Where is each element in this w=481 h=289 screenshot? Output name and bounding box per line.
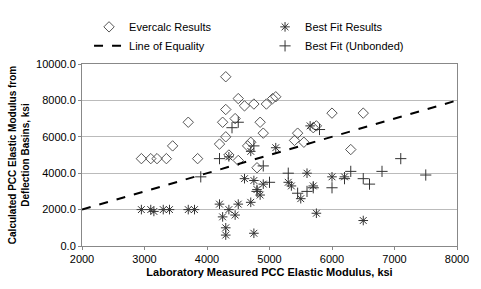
svg-text:Best Fit (Unbonded): Best Fit (Unbonded) (305, 40, 403, 52)
svg-text:10000.0: 10000.0 (36, 58, 76, 70)
svg-text:Line of Equality: Line of Equality (129, 40, 205, 52)
svg-text:7000: 7000 (382, 253, 406, 265)
svg-text:Evercalc Results: Evercalc Results (129, 21, 211, 33)
svg-text:8000: 8000 (445, 253, 469, 265)
svg-text:2000: 2000 (70, 253, 94, 265)
svg-text:Best Fit Results: Best Fit Results (305, 21, 383, 33)
svg-text:4000.0: 4000.0 (42, 167, 76, 179)
svg-text:Calculated PCC Elastic Modulus: Calculated PCC Elastic Modulus fromDefle… (7, 66, 31, 244)
svg-text:0.0: 0.0 (61, 240, 76, 252)
svg-text:2000.0: 2000.0 (42, 203, 76, 215)
svg-text:3000: 3000 (132, 253, 156, 265)
svg-text:Laboratory Measured PCC Elasti: Laboratory Measured PCC Elastic Modulus,… (146, 266, 392, 278)
svg-text:6000.0: 6000.0 (42, 131, 76, 143)
svg-text:4000: 4000 (195, 253, 219, 265)
svg-text:5000: 5000 (257, 253, 281, 265)
svg-text:6000: 6000 (320, 253, 344, 265)
svg-text:8000.0: 8000.0 (42, 94, 76, 106)
